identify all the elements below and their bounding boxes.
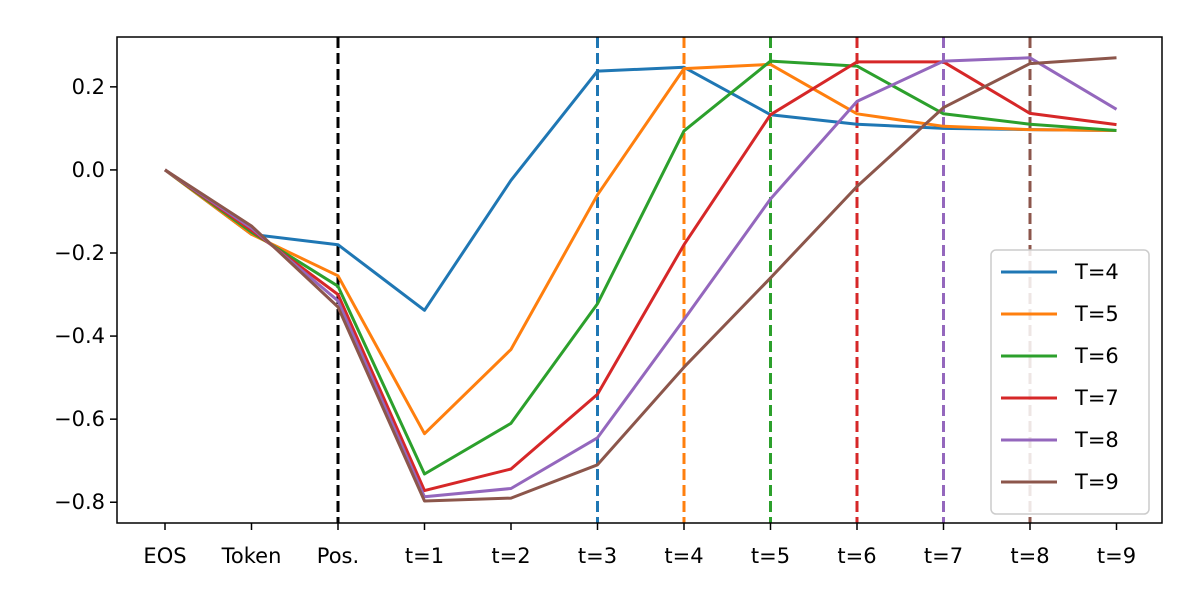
y-tick-label: −0.6 <box>54 407 105 431</box>
x-tick-label: Token <box>221 544 282 568</box>
legend-box <box>990 249 1150 515</box>
x-tick-label: t=3 <box>578 544 617 568</box>
legend-label: T=4 <box>1074 260 1119 284</box>
x-tick-label: t=1 <box>405 544 444 568</box>
legend-label: T=9 <box>1074 470 1119 494</box>
series-line-T=4 <box>164 65 1117 312</box>
series-line-T=7 <box>164 60 1117 493</box>
y-tick-label: 0.0 <box>72 158 105 182</box>
x-tick-label: t=4 <box>664 544 703 568</box>
legend-label: T=7 <box>1074 386 1119 410</box>
x-tick-label: EOS <box>143 544 186 568</box>
axis-ticks: 0.2 0.0 −0.2 −0.4 −0.6 −0.8 EOS Token Pos. t=1 t=2… <box>54 75 1136 568</box>
y-tick-label: 0.2 <box>72 75 105 99</box>
vertical-markers <box>336 37 1032 523</box>
legend-label: T=8 <box>1074 428 1119 452</box>
series-line-T=5 <box>164 62 1117 436</box>
series-line-T=6 <box>164 59 1117 476</box>
series-line-T=9 <box>164 56 1117 503</box>
y-tick-label: −0.4 <box>54 324 105 348</box>
x-tick-label: t=7 <box>924 544 963 568</box>
y-tick-label: −0.2 <box>54 241 105 265</box>
x-tick-label: t=9 <box>1097 544 1136 568</box>
x-tick-label: t=2 <box>491 544 530 568</box>
series-lines <box>164 56 1118 503</box>
x-tick-label: t=5 <box>751 544 790 568</box>
series-line-T=8 <box>164 56 1118 499</box>
x-tick-label: Pos. <box>317 544 359 568</box>
legend-label: T=5 <box>1074 302 1119 326</box>
x-tick-label: t=8 <box>1010 544 1049 568</box>
legend-label: T=6 <box>1074 344 1119 368</box>
legend: T=4 T=5 T=6 T=7 T=8 T=9 <box>990 249 1150 515</box>
y-tick-label: −0.8 <box>54 490 105 514</box>
x-tick-label: t=6 <box>837 544 876 568</box>
plot-frame <box>116 36 1163 524</box>
